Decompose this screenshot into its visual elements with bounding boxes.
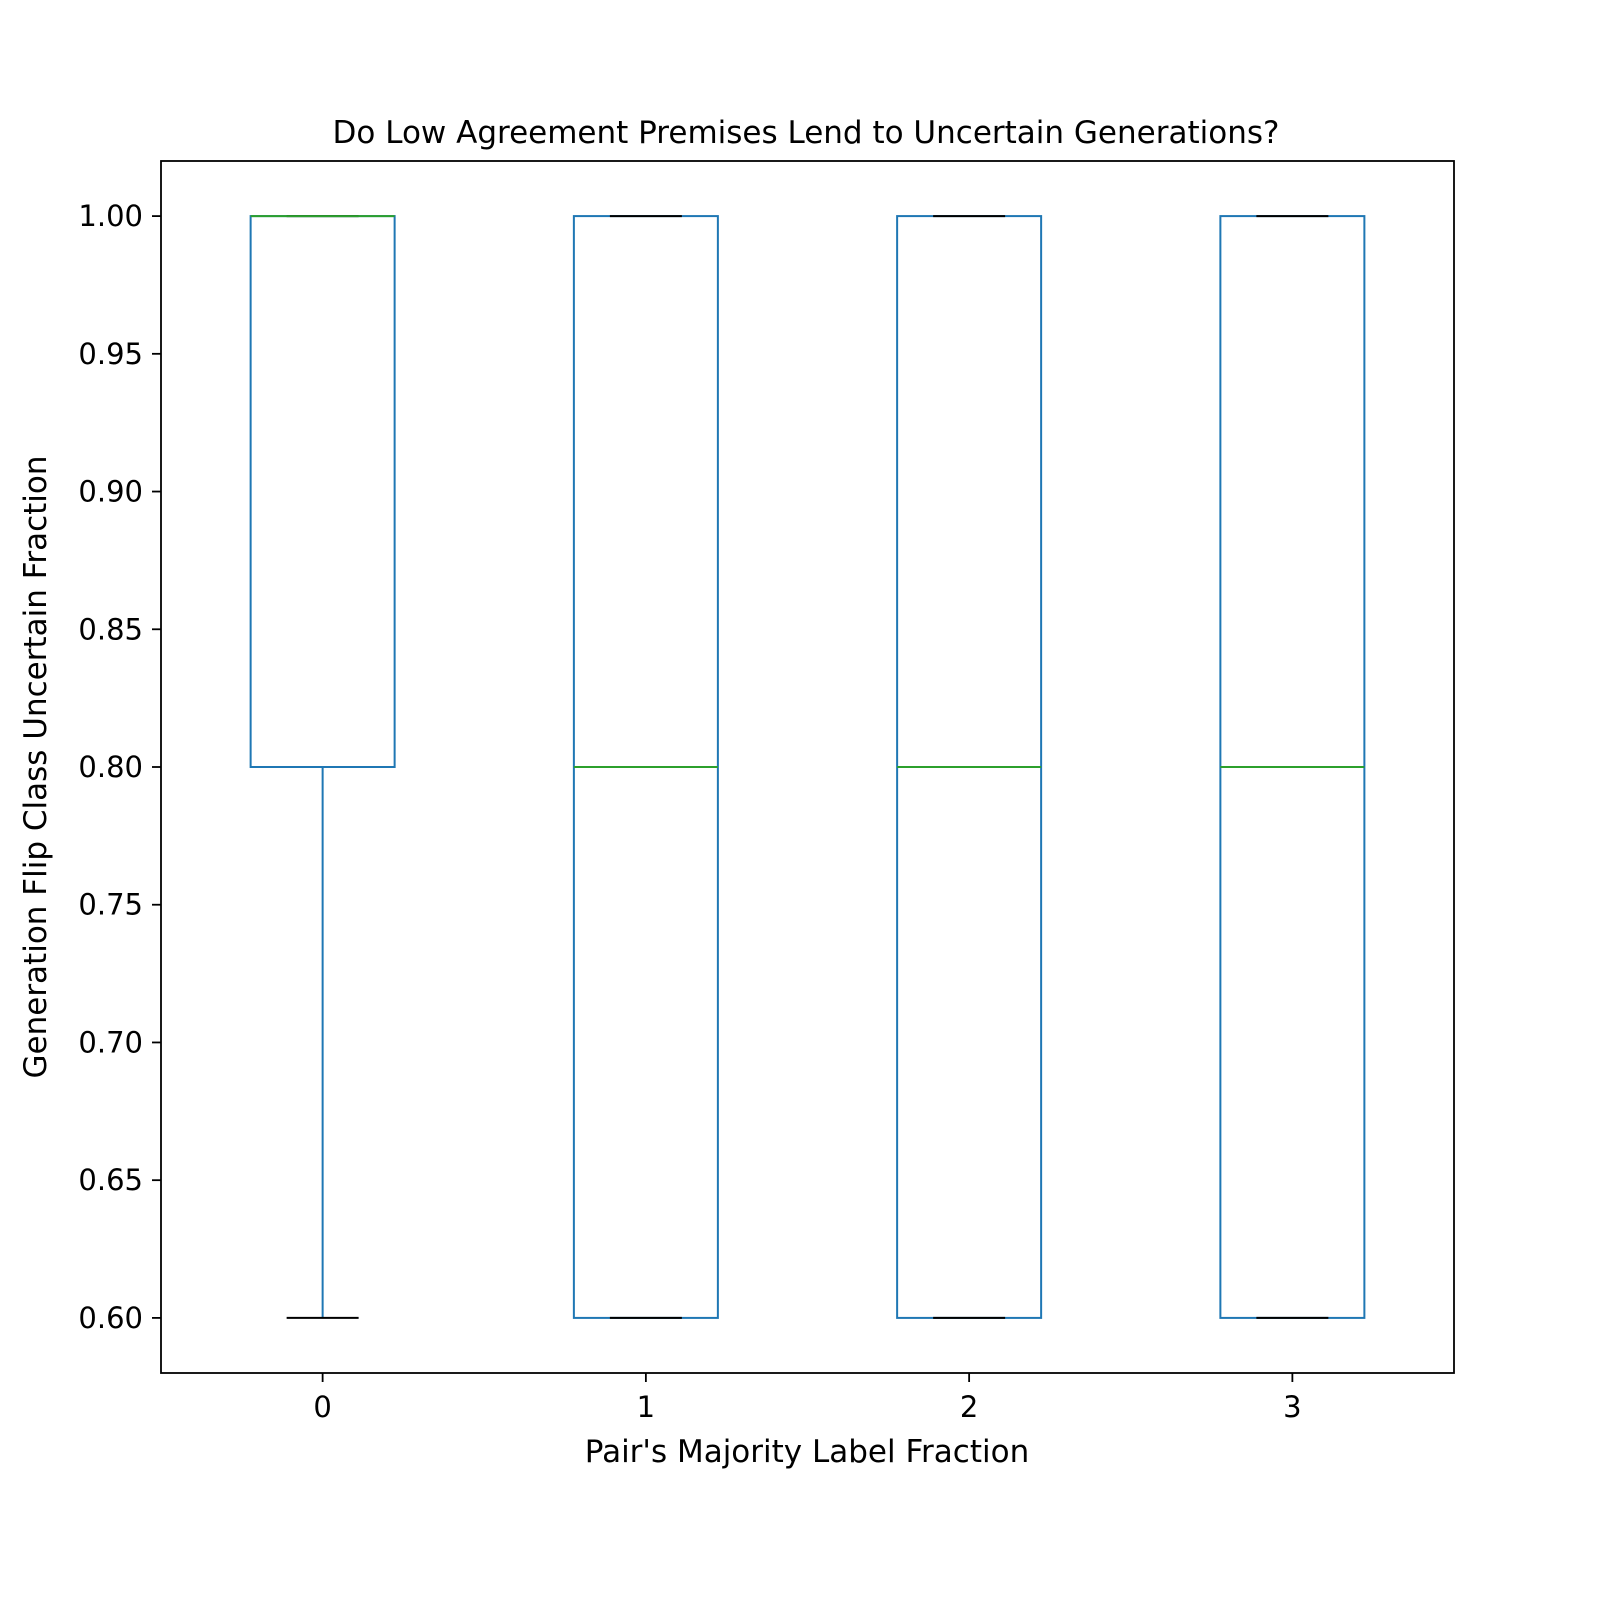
box-1 xyxy=(572,215,719,1319)
x-tick-label: 0 xyxy=(313,1390,331,1424)
x-tick-label: 2 xyxy=(960,1390,978,1424)
y-tick-label: 0.70 xyxy=(78,1025,143,1059)
y-tick-label: 0.95 xyxy=(78,337,143,371)
chart-title: Do Low Agreement Premises Lend to Uncert… xyxy=(333,115,1280,151)
y-tick-label: 0.80 xyxy=(78,750,143,784)
y-tick-label: 1.00 xyxy=(78,199,143,233)
x-tick-label: 3 xyxy=(1283,1390,1301,1424)
box-2 xyxy=(896,215,1043,1319)
box-3 xyxy=(1219,215,1366,1319)
y-tick-label: 0.90 xyxy=(78,475,143,509)
axes-frame xyxy=(160,160,1455,1374)
y-axis-label: Generation Flip Class Uncertain Fraction xyxy=(18,456,54,1079)
y-tick-label: 0.60 xyxy=(78,1301,143,1335)
y-tick-label: 0.65 xyxy=(78,1163,143,1197)
y-tick-label: 0.75 xyxy=(78,888,143,922)
boxes-group xyxy=(249,215,1366,1319)
box-0 xyxy=(249,215,396,1319)
x-axis-ticks: 0 1 2 3 xyxy=(313,1373,1302,1424)
y-axis-ticks: 0.60 0.65 0.70 0.75 0.80 0.85 0.90 0.95 1.00 xyxy=(78,199,161,1335)
x-axis-label: Pair's Majority Label Fraction xyxy=(585,1434,1029,1470)
x-tick-label: 1 xyxy=(637,1390,655,1424)
y-tick-label: 0.85 xyxy=(78,612,143,646)
